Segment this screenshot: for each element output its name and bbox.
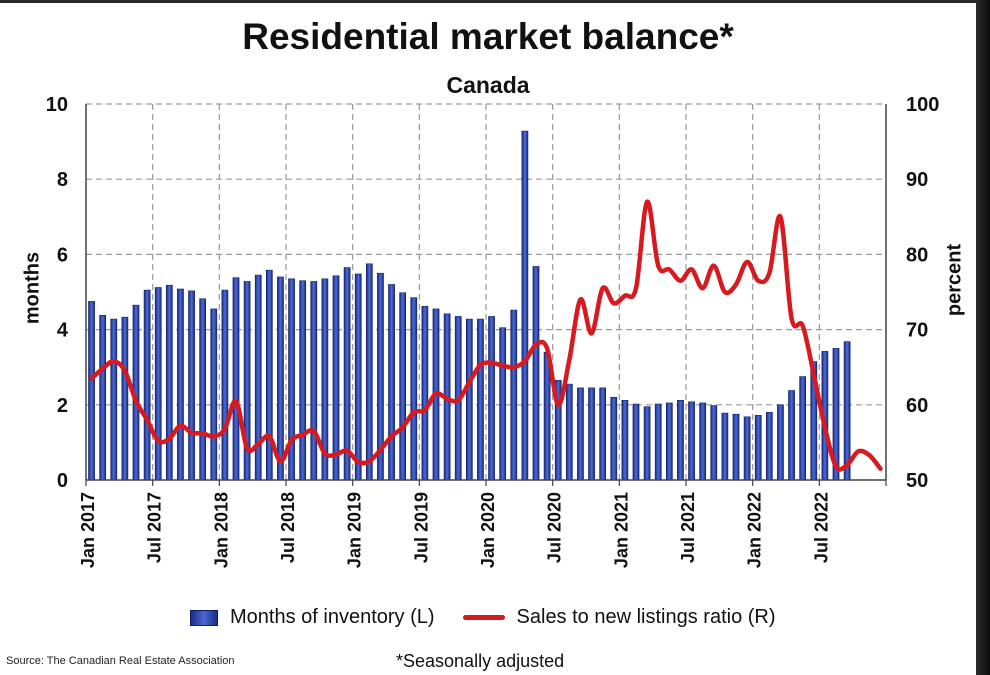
inventory-bar (121, 316, 129, 481)
source-note: Source: The Canadian Real Estate Associa… (6, 655, 235, 667)
inventory-bar (654, 403, 662, 481)
chart-title: Residential market balance* (242, 16, 734, 57)
sales-ratio-line (89, 199, 883, 472)
y-right-tick-label: 70 (906, 320, 928, 342)
inventory-bar (154, 287, 162, 481)
legend-bar-label: Months of inventory (L) (230, 606, 435, 628)
inventory-bar (743, 416, 751, 481)
y-left-tick-label: 6 (57, 244, 68, 266)
bar-series (88, 130, 851, 481)
x-tick-label: Jul 2021 (678, 492, 698, 563)
legend-bar-swatch (190, 609, 218, 626)
axes (85, 104, 887, 486)
inventory-bar (688, 401, 695, 481)
inventory-bar (799, 376, 807, 481)
inventory-bar (210, 308, 218, 481)
line-series (89, 199, 883, 472)
inventory-bar (477, 318, 484, 481)
inventory-bar (599, 387, 607, 481)
inventory-bar (99, 315, 107, 481)
inventory-bar (521, 130, 529, 481)
inventory-bar (665, 402, 673, 481)
inventory-bar (143, 289, 151, 481)
x-tick-label: Jul 2019 (411, 492, 431, 563)
inventory-bar (343, 267, 351, 481)
chart-subtitle: Canada (446, 72, 530, 98)
inventory-bar (499, 327, 507, 481)
y-left-tick-label: 0 (57, 470, 68, 492)
y-right-tick-label: 50 (906, 470, 928, 492)
inventory-bar (332, 275, 340, 481)
inventory-bar (465, 318, 473, 481)
x-tick-label: Jul 2022 (811, 492, 831, 563)
y-right-tick-label: 100 (906, 94, 939, 116)
inventory-bar (110, 318, 118, 481)
x-tick-label: Jan 2017 (78, 492, 98, 568)
inventory-bar (88, 301, 95, 481)
inventory-bar (199, 298, 207, 481)
inventory-bar (765, 412, 773, 481)
grid-lines (86, 103, 886, 480)
tick-labels: 0 2 4 6 8 10 50 60 70 80 90 100 Jan 2017 Jul 2017 Jan … (46, 94, 940, 568)
inventory-bar (721, 412, 729, 481)
inventory-bar (788, 390, 795, 481)
inventory-bar (354, 273, 362, 481)
x-tick-label: Jan 2020 (478, 492, 498, 568)
inventory-bar (621, 399, 629, 481)
inventory-bar (699, 402, 707, 481)
inventory-bar (754, 415, 762, 481)
legend-line-label: Sales to new listings ratio (R) (516, 606, 776, 628)
inventory-bar (610, 396, 618, 481)
chart-canvas: 0 2 4 6 8 10 50 60 70 80 90 100 Jan 2017 Jul 2017 Jan … (46, 94, 940, 568)
inventory-bar (277, 276, 284, 481)
y-right-tick-label: 60 (906, 395, 928, 417)
inventory-bar (254, 274, 262, 481)
inventory-bar (265, 269, 273, 481)
inventory-bar (388, 284, 395, 481)
inventory-bar (632, 403, 640, 481)
chart-legend: Months of inventory (L) Sales to new lis… (190, 606, 776, 629)
inventory-bar (410, 297, 418, 481)
y-right-tick-label: 80 (906, 244, 928, 266)
inventory-bar (488, 316, 495, 481)
x-tick-label: Jul 2017 (145, 492, 165, 563)
inventory-bar (677, 399, 684, 481)
inventory-bar (710, 405, 718, 481)
inventory-bar (399, 292, 407, 481)
x-tick-label: Jul 2018 (278, 492, 298, 563)
legend-line-swatch (462, 615, 505, 620)
inventory-bar (221, 289, 229, 481)
inventory-bar (365, 263, 373, 481)
inventory-bar (177, 288, 184, 481)
x-tick-label: Jan 2018 (211, 492, 231, 568)
y-left-tick-label: 10 (46, 94, 68, 116)
x-tick-label: Jan 2019 (345, 492, 365, 568)
y-left-tick-label: 2 (57, 395, 68, 417)
frame-top-border (0, 0, 976, 3)
inventory-bar (577, 387, 584, 481)
x-tick-label: Jul 2020 (545, 492, 565, 563)
inventory-bar (777, 404, 784, 481)
frame-right-border (976, 0, 990, 675)
inventory-bar (732, 413, 740, 481)
inventory-bar (510, 309, 518, 481)
inventory-bar (532, 266, 540, 481)
x-tick-label: Jan 2021 (611, 492, 631, 568)
inventory-bar (299, 280, 307, 481)
y-left-tick-label: 8 (57, 169, 68, 191)
inventory-bar (232, 277, 240, 481)
y-left-tick-label: 4 (57, 320, 69, 342)
inventory-bar (165, 284, 173, 481)
y-right-tick-label: 90 (906, 169, 928, 191)
inventory-bar (188, 290, 195, 481)
footnote: *Seasonally adjusted (396, 651, 565, 671)
inventory-bar (421, 305, 429, 481)
inventory-bar (565, 383, 573, 481)
inventory-bar (643, 406, 651, 481)
x-tick-label: Jan 2022 (745, 492, 765, 568)
inventory-bar (588, 387, 595, 481)
inventory-bar (310, 281, 318, 481)
